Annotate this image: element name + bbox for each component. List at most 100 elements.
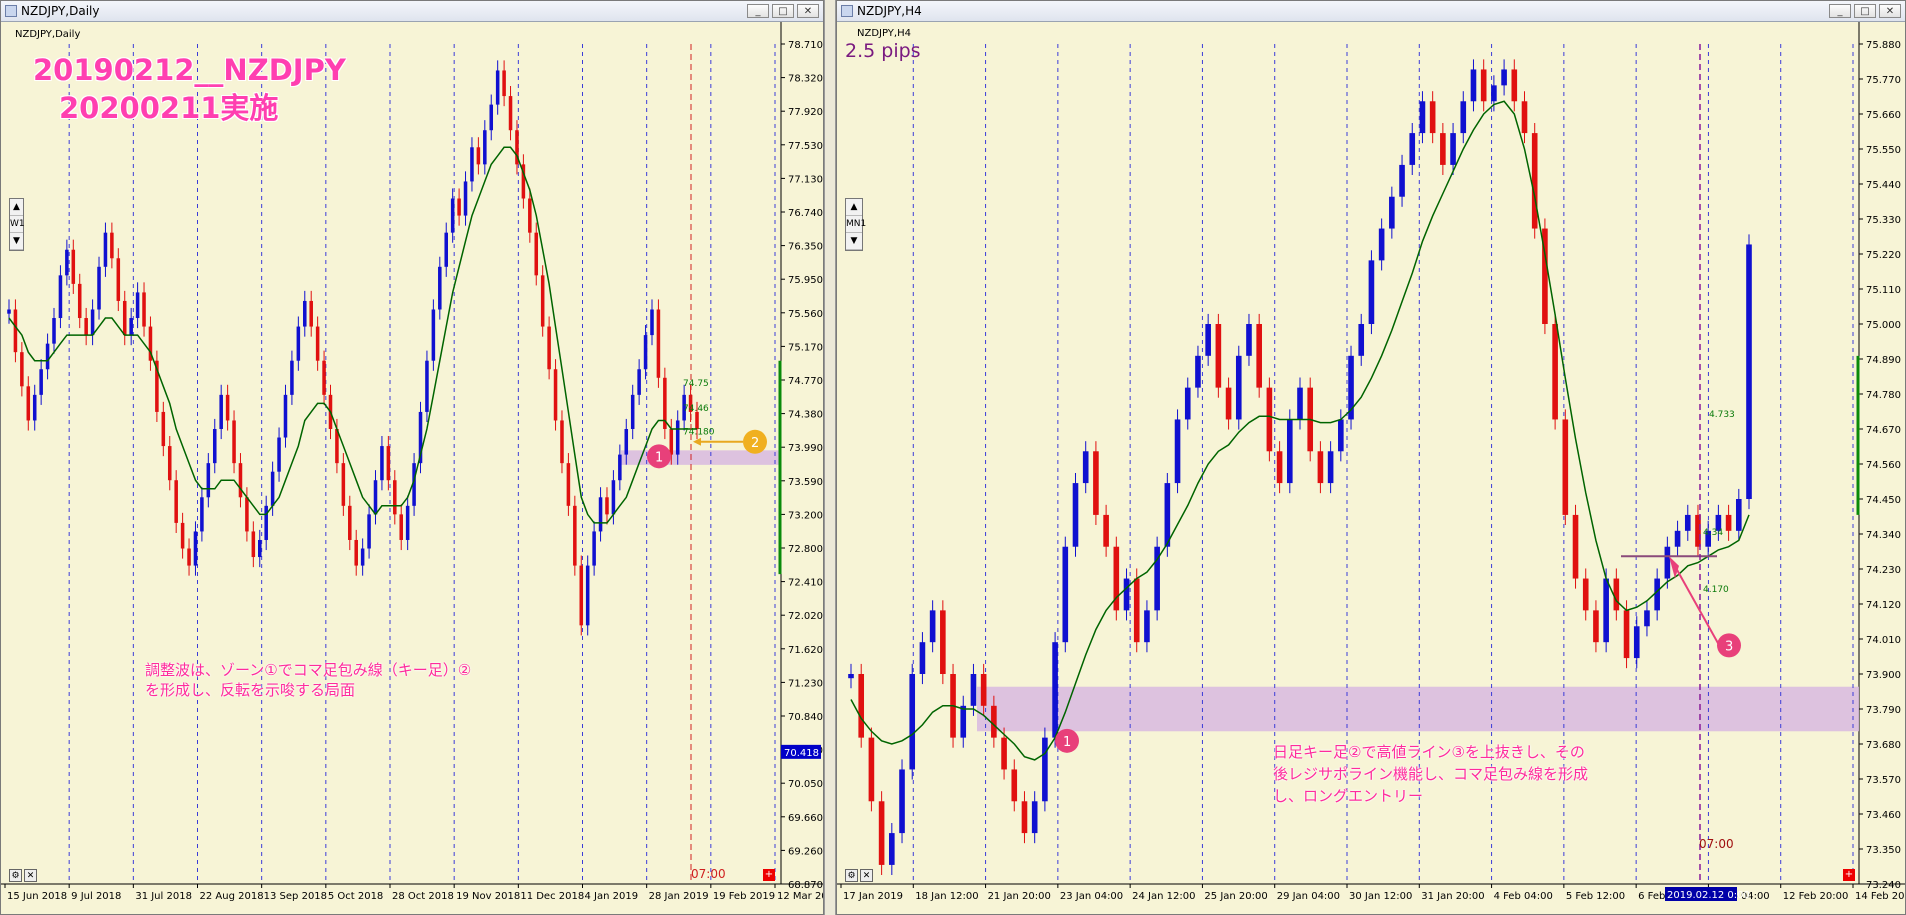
h4-timeframe-nav[interactable]: ▲ MN1 ▼ bbox=[845, 198, 866, 251]
close-button[interactable]: ✕ bbox=[797, 4, 819, 18]
h4-new-order-icon[interactable]: + bbox=[1843, 869, 1855, 881]
candle-body bbox=[1613, 578, 1620, 611]
h4-titlebar[interactable]: NZDJPY,H4 _ □ ✕ bbox=[837, 1, 1905, 22]
daily-new-order-icon[interactable]: + bbox=[763, 869, 775, 881]
h4-candlestick-chart: 75.880 75.770 75.660 75.550 75.440 75.330 75.2… bbox=[837, 22, 1905, 902]
candle-body bbox=[200, 497, 204, 532]
minimize-button[interactable]: _ bbox=[1829, 4, 1851, 18]
candle-body bbox=[32, 394, 37, 421]
y-tick-label: 74.890 bbox=[1866, 355, 1901, 366]
candle-body bbox=[695, 411, 699, 429]
candle-body bbox=[502, 70, 506, 97]
candle-body bbox=[1021, 801, 1028, 834]
x-tick-label: 14 Feb 20:00 bbox=[1855, 891, 1905, 902]
zone-marker-1 bbox=[1055, 728, 1079, 753]
candle-body bbox=[1184, 387, 1191, 420]
candle-body bbox=[1521, 101, 1528, 134]
candle-body bbox=[1113, 546, 1120, 611]
x-tick-label: 23 Jan 04:00 bbox=[1060, 891, 1123, 902]
pips-label: 2.5 pips bbox=[845, 40, 921, 62]
candle-body bbox=[373, 480, 378, 515]
candle-body bbox=[180, 522, 185, 549]
x-tick-label: 5 Feb 12:00 bbox=[1566, 891, 1625, 902]
candle-body bbox=[193, 531, 198, 566]
candle-body bbox=[1572, 514, 1579, 579]
chart-window-icon bbox=[5, 5, 17, 17]
candle-body bbox=[20, 352, 24, 387]
candle-body bbox=[495, 70, 500, 105]
x-tick-label: 21 Jan 20:00 bbox=[988, 891, 1051, 902]
nav-up-icon[interactable]: ▲ bbox=[846, 199, 862, 216]
daily-chart-window[interactable]: NZDJPY,Daily _ □ ✕ 78.710 78.320 77.920 77.… bbox=[0, 0, 824, 915]
nav-up-icon[interactable]: ▲ bbox=[10, 199, 23, 216]
candle-body bbox=[1511, 69, 1518, 102]
candle-body bbox=[418, 411, 423, 464]
candle-body bbox=[598, 497, 603, 532]
candle-body bbox=[1429, 101, 1436, 134]
candle-body bbox=[1491, 85, 1497, 102]
candle-body bbox=[489, 104, 494, 131]
candle-body bbox=[148, 326, 153, 361]
x-tick-label: 19 Nov 2018 bbox=[456, 891, 520, 902]
candle-body bbox=[1103, 514, 1109, 547]
maximize-button[interactable]: □ bbox=[1854, 4, 1876, 18]
candle-body bbox=[1725, 514, 1732, 531]
h4-plot-area[interactable]: 75.880 75.770 75.660 75.550 75.440 75.330 75.2… bbox=[837, 22, 1905, 914]
candle-body bbox=[232, 420, 236, 464]
candle-body bbox=[980, 674, 987, 706]
close-button[interactable]: ✕ bbox=[1879, 4, 1901, 18]
candle-body bbox=[380, 446, 384, 481]
y-tick-label: 73.900 bbox=[1866, 670, 1901, 681]
x-tick-label: 18 Jan 12:00 bbox=[915, 891, 978, 902]
chart-settings-icon[interactable]: ⚙ bbox=[845, 869, 858, 882]
candle-body bbox=[1123, 578, 1130, 611]
window-splitter[interactable] bbox=[824, 0, 836, 915]
time-marker-label: 07:00 bbox=[691, 867, 726, 881]
candle-body bbox=[238, 463, 243, 498]
y-tick-label: 73.590 bbox=[788, 477, 823, 488]
candle-body bbox=[1338, 419, 1344, 452]
h4-bottom-tools[interactable]: ⚙ ✕ bbox=[845, 869, 873, 882]
candle-body bbox=[1246, 324, 1252, 356]
candle-body bbox=[58, 275, 63, 319]
x-tick-label: 15 Jun 2018 bbox=[7, 891, 67, 902]
y-tick-label: 76.350 bbox=[788, 242, 823, 253]
current-price-tag bbox=[781, 744, 821, 759]
candle-body bbox=[1399, 164, 1405, 197]
candle-body bbox=[899, 769, 905, 834]
nav-down-icon[interactable]: ▼ bbox=[10, 233, 23, 250]
candle-body bbox=[1593, 610, 1599, 643]
candle-body bbox=[1501, 69, 1507, 86]
daily-bottom-tools[interactable]: ⚙ ✕ bbox=[9, 869, 37, 882]
nav-down-icon[interactable]: ▼ bbox=[846, 233, 862, 250]
candle-body bbox=[296, 326, 301, 361]
candle-body bbox=[315, 326, 320, 361]
minimize-button[interactable]: _ bbox=[747, 4, 769, 18]
candle-body bbox=[1164, 483, 1171, 547]
y-tick-label: 72.800 bbox=[788, 544, 823, 555]
maximize-button[interactable]: □ bbox=[772, 4, 794, 18]
h4-chart-window[interactable]: NZDJPY,H4 _ □ ✕ 75.880 75.770 75.660 75.550… bbox=[836, 0, 1906, 915]
candle-body bbox=[367, 514, 371, 549]
x-tick-label: 11 Dec 2018 bbox=[520, 891, 584, 902]
candle-body bbox=[450, 198, 455, 233]
candle-body bbox=[630, 394, 635, 429]
candle-body bbox=[1480, 69, 1487, 102]
candle-body bbox=[142, 292, 146, 327]
daily-plot-area[interactable]: 78.710 78.320 77.920 77.530 77.130 76.740 76.3… bbox=[1, 22, 823, 914]
y-tick-label: 68.870 bbox=[788, 880, 823, 891]
candle-body bbox=[1225, 387, 1232, 420]
chart-close-icon[interactable]: ✕ bbox=[860, 869, 873, 882]
chart-settings-icon[interactable]: ⚙ bbox=[9, 869, 22, 882]
candle-body bbox=[425, 360, 429, 412]
resistance-arrowhead bbox=[1669, 556, 1679, 579]
chart-close-icon[interactable]: ✕ bbox=[24, 869, 37, 882]
x-tick-label: 24 Jan 12:00 bbox=[1132, 891, 1195, 902]
daily-titlebar[interactable]: NZDJPY,Daily _ □ ✕ bbox=[1, 1, 823, 22]
daily-timeframe-nav[interactable]: ▲ W1 ▼ bbox=[9, 198, 25, 251]
candle-body bbox=[303, 300, 307, 327]
y-tick-label: 73.680 bbox=[1866, 740, 1901, 751]
x-tick-label: 19 Feb 2019 bbox=[713, 891, 775, 902]
candle-body bbox=[7, 309, 11, 314]
resistance-marker-3 bbox=[1717, 633, 1741, 658]
